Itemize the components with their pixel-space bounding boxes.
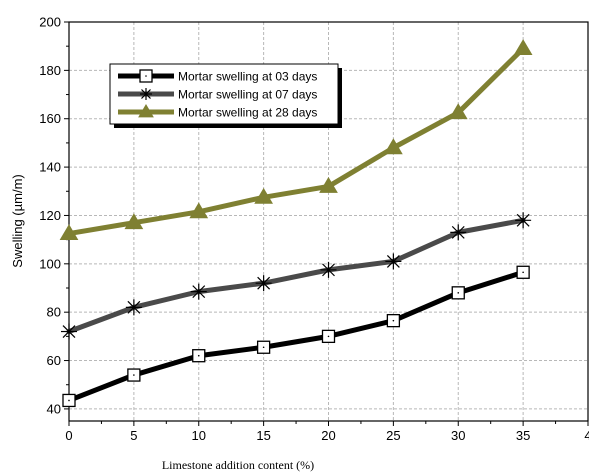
series-group [59,39,533,408]
x-tick-label: 35 [516,428,530,443]
legend: Mortar swelling at 03 days Mortar swellin… [109,63,342,128]
y-tick-label: 40 [47,401,61,416]
y-axis: 40 60 80 100 120 140 160 180 200 [39,15,69,416]
data-point-stroke [386,254,400,268]
x-axis: 0 5 10 15 20 25 30 35 4 [65,421,589,443]
y-tick-label: 160 [39,111,61,126]
data-point-center [522,271,524,274]
y-tick-label: 180 [39,63,61,78]
data-point [61,323,77,340]
data-point [384,138,403,155]
data-point [189,202,209,219]
data-point-stroke [192,285,206,299]
data-point-stroke [127,300,141,314]
series-line [66,46,526,237]
data-point [255,275,272,292]
data-point [254,187,273,204]
y-tick-label: 140 [39,160,61,175]
data-point [448,103,468,120]
data-point-center [262,346,265,349]
data-point-stroke [257,276,271,290]
data-point-center [327,335,330,338]
data-point-center [133,374,135,376]
data-point-stroke [141,89,151,99]
x-tick-label: 4 [584,428,589,443]
data-point-center [392,319,395,322]
legend-label: Mortar swelling at 07 days [178,88,317,102]
legend-label: Mortar swelling at 03 days [178,70,317,84]
data-point-center [68,399,70,402]
y-tick-label: 60 [47,353,61,368]
series-asterisk [61,212,532,340]
data-point-stroke [322,263,335,277]
y-axis-label: Swelling (µm/m) [10,174,25,267]
data-point-stroke [516,213,530,227]
x-tick-label: 30 [451,428,465,443]
x-tick-label: 15 [256,428,270,443]
x-axis-label: Limestone addition content (%) [162,458,314,472]
legend-label: Mortar swelling at 28 days [178,106,317,120]
y-tick-label: 200 [39,15,61,30]
x-tick-label: 10 [192,428,206,443]
data-point-stroke [62,325,76,338]
data-point [515,212,532,229]
data-point [513,39,533,56]
data-point [319,176,338,193]
series-line [66,217,526,335]
data-point [124,213,144,230]
data-point [385,253,402,270]
series-triangle [59,39,533,241]
data-point-center [197,354,200,357]
data-point [125,299,142,316]
data-point [190,283,207,300]
x-tick-label: 25 [386,428,400,443]
data-point-center [457,292,460,294]
y-tick-label: 80 [47,305,61,320]
data-point [140,88,152,100]
data-point [138,104,154,118]
data-point-center [145,75,147,77]
data-point [59,224,79,241]
data-point [450,224,467,241]
y-tick-label: 100 [39,256,61,271]
series-line [66,269,526,403]
data-point [320,261,337,278]
x-tick-label: 0 [65,428,72,443]
data-point-stroke [451,225,465,239]
y-tick-label: 120 [39,208,61,223]
x-tick-label: 20 [321,428,335,443]
x-tick-label: 5 [130,428,137,443]
series-square [62,265,530,408]
